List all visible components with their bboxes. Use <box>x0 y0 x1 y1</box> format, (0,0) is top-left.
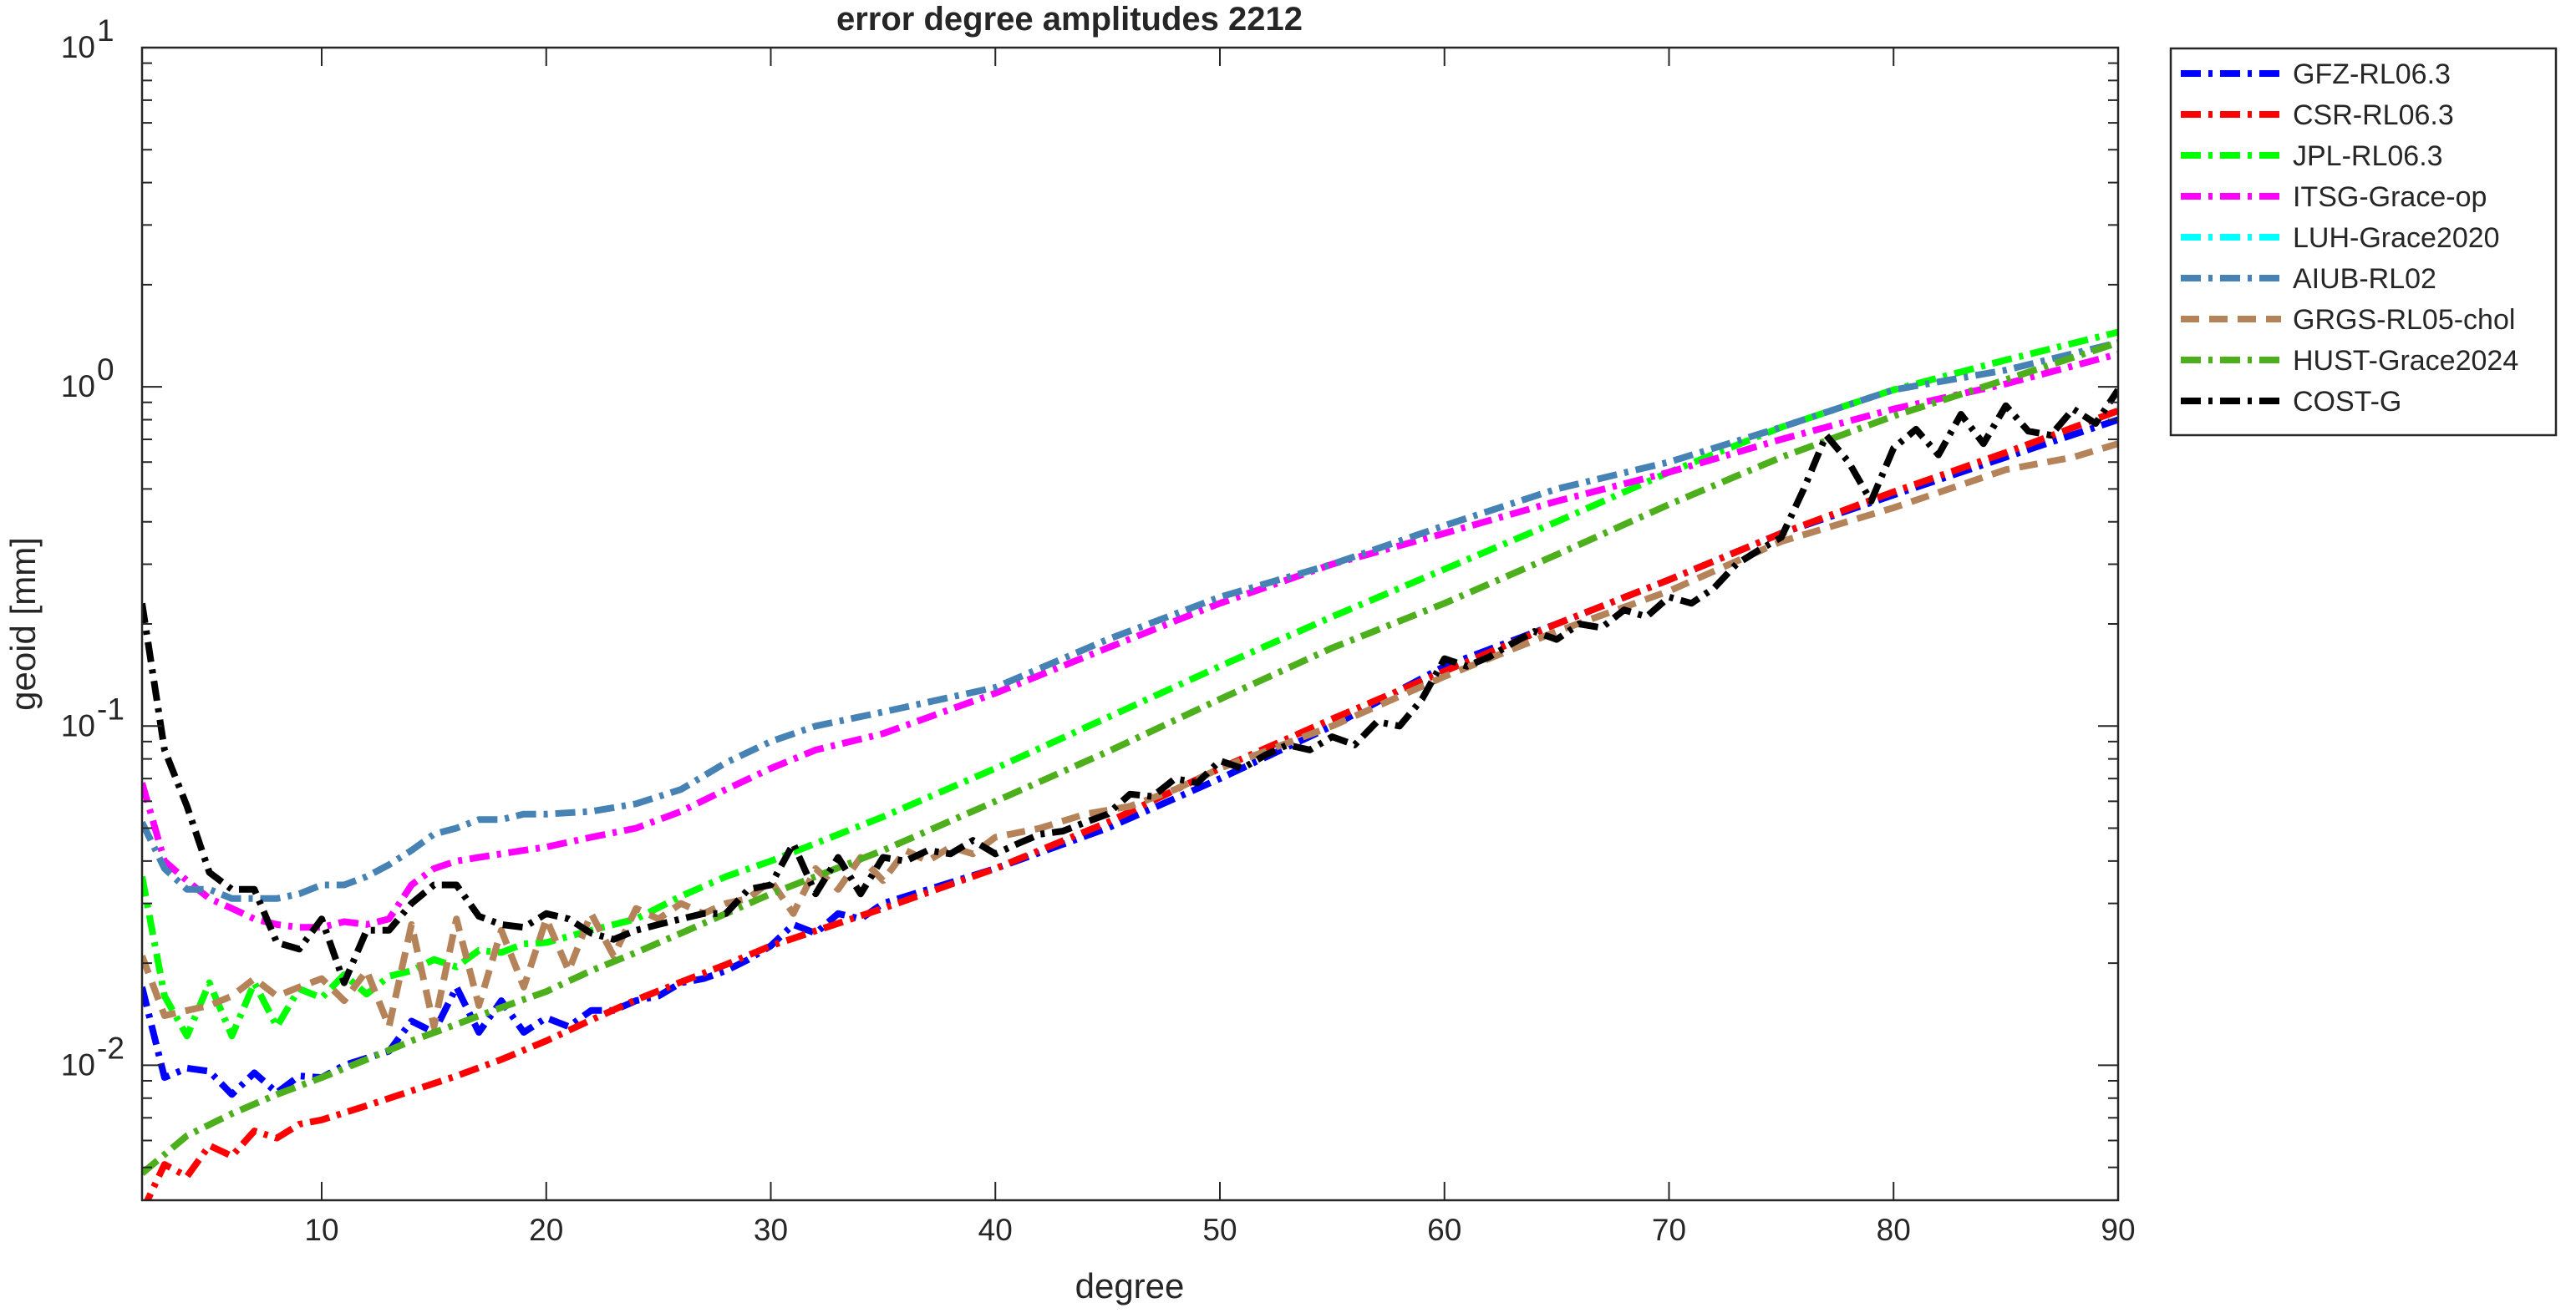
x-tick-label: 10 <box>304 1213 338 1247</box>
legend-entry: ITSG-Grace-op <box>2293 181 2487 213</box>
x-tick-label: 20 <box>529 1213 563 1247</box>
legend-entry: GFZ-RL06.3 <box>2293 58 2451 90</box>
legend-entry: JPL-RL06.3 <box>2293 140 2443 172</box>
series-line-grgs-rl05-chol <box>142 440 2118 1031</box>
x-tick-label: 30 <box>754 1213 788 1247</box>
y-tick-exponent: 0 <box>97 352 114 387</box>
series-line-csr-rl06-3 <box>144 408 2118 1200</box>
y-tick-label: 10 <box>61 708 95 743</box>
legend-entry: CSR-RL06.3 <box>2293 99 2454 131</box>
x-tick-label: 40 <box>978 1213 1013 1247</box>
series-line-cost-g <box>142 388 2118 986</box>
legend: GFZ-RL06.3 CSR-RL06.3 JPL-RL06.3 ITSG-Grace… <box>2169 47 2558 437</box>
y-tick-exponent: -1 <box>97 692 124 726</box>
x-tick-label: 60 <box>1427 1213 1461 1247</box>
x-axis-label: degree <box>1075 1266 1185 1305</box>
y-tick-exponent: -2 <box>97 1031 124 1065</box>
legend-entry: AIUB-RL02 <box>2293 263 2436 295</box>
y-tick-label: 10 <box>61 369 95 403</box>
y-axis-label: geoid [mm] <box>3 537 43 711</box>
chart-title: error degree amplitudes 2212 <box>836 1 1303 38</box>
plot-background <box>142 48 2118 1200</box>
x-tick-label: 80 <box>1877 1213 1911 1247</box>
legend-entry: GRGS-RL05-chol <box>2293 304 2515 336</box>
legend-entry: HUST-Grace2024 <box>2293 345 2518 377</box>
y-tick-label: 10 <box>61 30 95 64</box>
y-tick-exponent: 1 <box>97 13 114 48</box>
series-line-jpl-rl06-3 <box>142 328 2118 1040</box>
series-layer <box>142 328 2118 1200</box>
y-tick-label: 10 <box>61 1047 95 1082</box>
plot-box <box>140 46 2120 1202</box>
x-tick-label: 50 <box>1202 1213 1237 1247</box>
legend-entry: LUH-Grace2020 <box>2293 222 2500 254</box>
x-tick-label: 70 <box>1652 1213 1686 1247</box>
series-line-itsg-grace-op <box>142 350 2118 931</box>
series-line-gfz-rl06-3 <box>142 416 2118 1098</box>
series-line-aiub-rl02 <box>142 339 2118 902</box>
legend-entry: COST-G <box>2293 386 2401 418</box>
x-tick-label: 90 <box>2101 1213 2135 1247</box>
